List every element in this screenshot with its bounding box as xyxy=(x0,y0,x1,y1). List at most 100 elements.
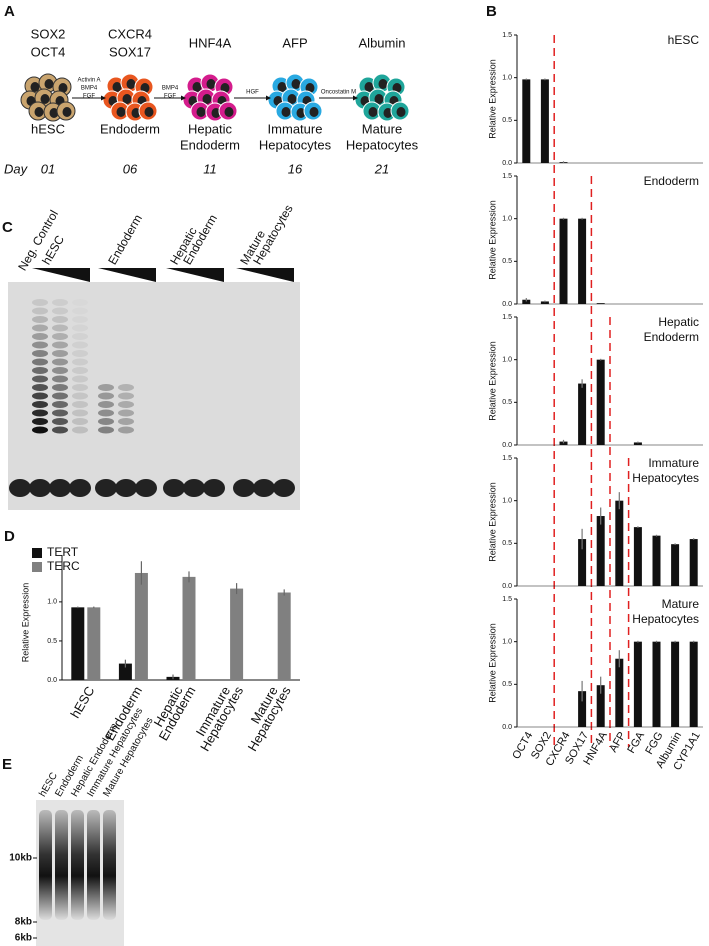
smear xyxy=(39,810,52,920)
nucleus xyxy=(116,107,126,117)
factor: BMP4 xyxy=(162,86,179,92)
nucleus xyxy=(206,79,216,89)
y-axis-label: Relative Expression xyxy=(487,623,497,703)
arrow-head xyxy=(266,95,271,101)
ladder-band xyxy=(32,375,48,383)
ladder-band xyxy=(52,384,68,391)
ladder-band xyxy=(32,367,48,374)
stage-name: Hepatocytes xyxy=(259,137,332,152)
bar xyxy=(596,685,605,727)
legend-swatch xyxy=(32,562,42,572)
bar xyxy=(540,301,549,304)
bar xyxy=(134,572,148,680)
nucleus xyxy=(396,107,406,117)
y-tick-label: 1.0 xyxy=(47,599,57,606)
bar xyxy=(118,663,132,680)
ladder-band xyxy=(52,307,68,315)
ladder-band xyxy=(32,307,48,315)
stage-name: Immature xyxy=(268,121,323,136)
ladder-band xyxy=(52,375,68,383)
ladder-band xyxy=(32,333,48,340)
arrow-head xyxy=(353,95,358,101)
ladder-band xyxy=(72,308,88,315)
nucleus xyxy=(112,82,122,92)
marker-gene: SOX17 xyxy=(109,44,151,59)
nucleus xyxy=(220,83,230,93)
ladder-band xyxy=(72,325,88,332)
nucleus xyxy=(44,79,54,89)
primer-band xyxy=(49,479,71,497)
ladder-band xyxy=(52,324,68,332)
nucleus xyxy=(224,107,234,117)
ladder-band xyxy=(98,392,114,400)
panel-label: A xyxy=(4,3,15,20)
factor: Activin A xyxy=(77,78,100,84)
ladder-band xyxy=(72,341,88,349)
primer-band xyxy=(273,479,295,497)
y-tick-label: 0.0 xyxy=(502,583,512,590)
y-tick-label: 0.5 xyxy=(502,399,512,406)
nucleus xyxy=(144,107,154,117)
ladder-band xyxy=(32,350,48,357)
stage-name: Hepatocytes xyxy=(346,137,419,152)
primer-band xyxy=(95,479,117,497)
nucleus xyxy=(122,94,132,104)
marker-gene: CXCR4 xyxy=(108,26,152,41)
ladder-band xyxy=(72,350,88,357)
ladder-band xyxy=(118,409,134,417)
ladder-band xyxy=(32,384,48,391)
nucleus xyxy=(309,107,319,117)
ladder-band xyxy=(52,401,68,408)
factor: HGF xyxy=(246,90,259,96)
nucleus xyxy=(126,79,136,89)
day-value: 21 xyxy=(374,161,389,176)
ladder-band xyxy=(72,299,88,306)
bar xyxy=(596,359,605,445)
panel-label: D xyxy=(4,528,15,545)
x-tick-label: hESC xyxy=(67,684,97,721)
ladder-band xyxy=(52,409,68,417)
ladder-band xyxy=(98,409,114,417)
y-tick-label: 0.5 xyxy=(502,117,512,124)
y-tick-label: 1.0 xyxy=(502,216,512,223)
panel-label: B xyxy=(486,3,497,20)
nucleus xyxy=(364,82,374,92)
factor: BMP4 xyxy=(81,86,98,92)
ladder-band xyxy=(52,358,68,366)
primer-band xyxy=(203,479,225,497)
bar xyxy=(615,658,624,727)
nucleus xyxy=(40,94,50,104)
bar xyxy=(71,607,85,680)
factor: Oncostatin M xyxy=(321,90,356,96)
ladder-band xyxy=(118,392,134,400)
y-tick-label: 1.5 xyxy=(502,32,512,39)
smear xyxy=(103,810,116,920)
nucleus xyxy=(58,83,68,93)
nucleus xyxy=(131,108,141,118)
bar xyxy=(182,576,196,680)
ladder-band xyxy=(32,358,48,366)
bar xyxy=(522,79,531,163)
y-tick-label: 0.0 xyxy=(502,160,512,167)
day-label: Day xyxy=(4,161,29,176)
ladder-band xyxy=(52,341,68,349)
bar xyxy=(633,442,642,445)
ladder-band xyxy=(98,426,114,434)
y-tick-label: 1.5 xyxy=(502,173,512,180)
ladder-band xyxy=(52,418,68,425)
ladder-band xyxy=(72,409,88,417)
ladder-band xyxy=(98,401,114,408)
primer-band xyxy=(69,479,91,497)
arrow-head xyxy=(181,95,186,101)
chart-title: Hepatic xyxy=(658,315,699,329)
y-tick-label: 0.0 xyxy=(502,301,512,308)
smear xyxy=(87,810,100,920)
chart-title: hESC xyxy=(668,33,700,47)
y-tick-label: 0.5 xyxy=(47,638,57,645)
y-tick-label: 1.5 xyxy=(502,314,512,321)
primer-band xyxy=(115,479,137,497)
primer-band xyxy=(9,479,31,497)
ladder-band xyxy=(32,401,48,408)
wedge xyxy=(98,268,156,282)
